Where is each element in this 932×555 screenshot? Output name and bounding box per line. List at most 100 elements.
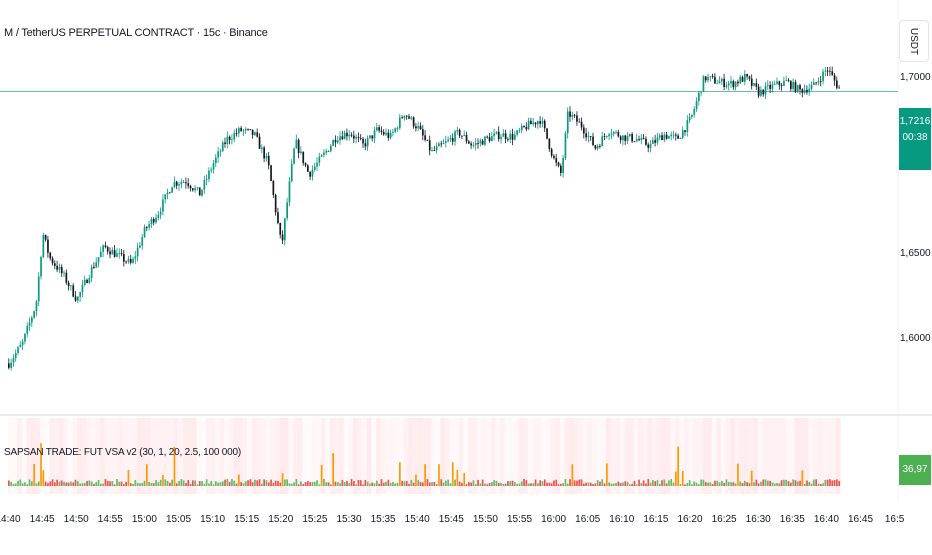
- volume-bar: [764, 479, 767, 486]
- candle-body: [238, 128, 240, 134]
- volume-bar: [767, 480, 769, 486]
- volume-bar: [757, 483, 760, 486]
- candle-body: [221, 142, 224, 152]
- x-tick-label: 15:15: [234, 514, 260, 525]
- candle-body: [164, 194, 167, 200]
- candle-body: [81, 284, 84, 293]
- candle-body: [249, 129, 252, 131]
- candle-body: [86, 279, 88, 283]
- candle-body: [619, 136, 622, 141]
- candle-body: [709, 76, 712, 78]
- volume-bar: [635, 484, 638, 486]
- candle-body: [714, 76, 716, 84]
- heat-band: [394, 418, 399, 494]
- volume-bar: [364, 479, 367, 486]
- heat-band: [113, 418, 119, 494]
- candle-body: [212, 163, 215, 170]
- heat-band: [376, 418, 381, 494]
- heat-band: [210, 418, 215, 494]
- y-tick-label: 1,6500: [900, 248, 931, 259]
- candle-body: [642, 137, 645, 139]
- heat-band: [132, 418, 137, 494]
- candle-body: [447, 139, 449, 142]
- volume-bar: [187, 479, 190, 486]
- candle-body: [723, 78, 725, 87]
- heat-band: [647, 418, 652, 494]
- candle-body: [813, 82, 815, 86]
- volume-bar: [596, 480, 599, 486]
- heat-band: [725, 418, 731, 494]
- heat-band: [54, 418, 59, 494]
- volume-bar: [219, 482, 222, 486]
- volume-bar: [543, 479, 546, 486]
- heat-band: [661, 418, 666, 494]
- volume-bar: [824, 479, 827, 486]
- heat-band: [380, 418, 386, 494]
- heat-band: [514, 418, 519, 494]
- heat-band: [642, 418, 648, 494]
- volume-bar: [373, 483, 376, 486]
- volume-bar: [580, 479, 583, 486]
- volume-bar: [325, 482, 328, 486]
- volume-bar: [548, 482, 551, 486]
- candle-body: [194, 188, 196, 191]
- heat-band: [238, 418, 243, 494]
- heat-band: [399, 418, 404, 494]
- volume-bar: [139, 483, 141, 486]
- candle-body: [445, 141, 447, 143]
- heat-band: [77, 418, 82, 494]
- volume-bar: [447, 479, 449, 486]
- candle-body: [799, 85, 801, 90]
- candle-body: [228, 136, 231, 140]
- candle-body: [767, 84, 769, 86]
- heat-band: [408, 418, 413, 494]
- volume-bar: [652, 480, 654, 486]
- volume-bar: [822, 483, 824, 486]
- currency-button[interactable]: USDT: [899, 20, 929, 62]
- candle-body: [601, 136, 604, 147]
- candle-body: [488, 137, 491, 142]
- candle-body: [497, 131, 500, 140]
- candle-body: [187, 183, 190, 186]
- volume-bar: [286, 479, 288, 486]
- candle-body: [684, 130, 686, 132]
- heat-band: [748, 418, 754, 494]
- volume-bar: [716, 480, 719, 486]
- heat-band: [527, 418, 533, 494]
- heat-band: [776, 418, 781, 494]
- candle-body: [681, 130, 684, 138]
- indicator-title[interactable]: SAPSAN TRADE: FUT VSA v2 (30, 1, 20, 2.5…: [4, 447, 241, 458]
- volume-bar: [178, 480, 180, 486]
- heat-band: [205, 418, 211, 494]
- volume-bar: [79, 483, 81, 486]
- heat-band: [293, 418, 298, 494]
- candle-body: [26, 326, 29, 334]
- volume-bar: [785, 479, 788, 486]
- candle-body: [148, 223, 150, 228]
- heat-band: [509, 418, 514, 494]
- volume-bar: [727, 481, 730, 486]
- heat-band: [422, 418, 427, 494]
- candle-body: [334, 140, 337, 143]
- volume-bar: [86, 481, 88, 486]
- heat-band: [693, 418, 698, 494]
- candle-body: [242, 130, 245, 132]
- volume-bar: [790, 482, 792, 486]
- heat-band: [564, 418, 570, 494]
- volume-bar: [796, 481, 799, 486]
- candle-body: [514, 134, 516, 140]
- heat-band: [836, 418, 841, 494]
- currency-label: USDT: [908, 27, 920, 55]
- volume-bar: [583, 483, 585, 486]
- candle-body: [231, 139, 233, 141]
- candle-body: [44, 234, 47, 240]
- volume-bar: [129, 483, 132, 486]
- candle-body: [405, 115, 408, 117]
- candle-body: [263, 147, 265, 159]
- volume-bar: [217, 482, 219, 486]
- volume-bar: [449, 483, 452, 486]
- volume-bar: [555, 479, 558, 486]
- volume-bar: [707, 482, 709, 486]
